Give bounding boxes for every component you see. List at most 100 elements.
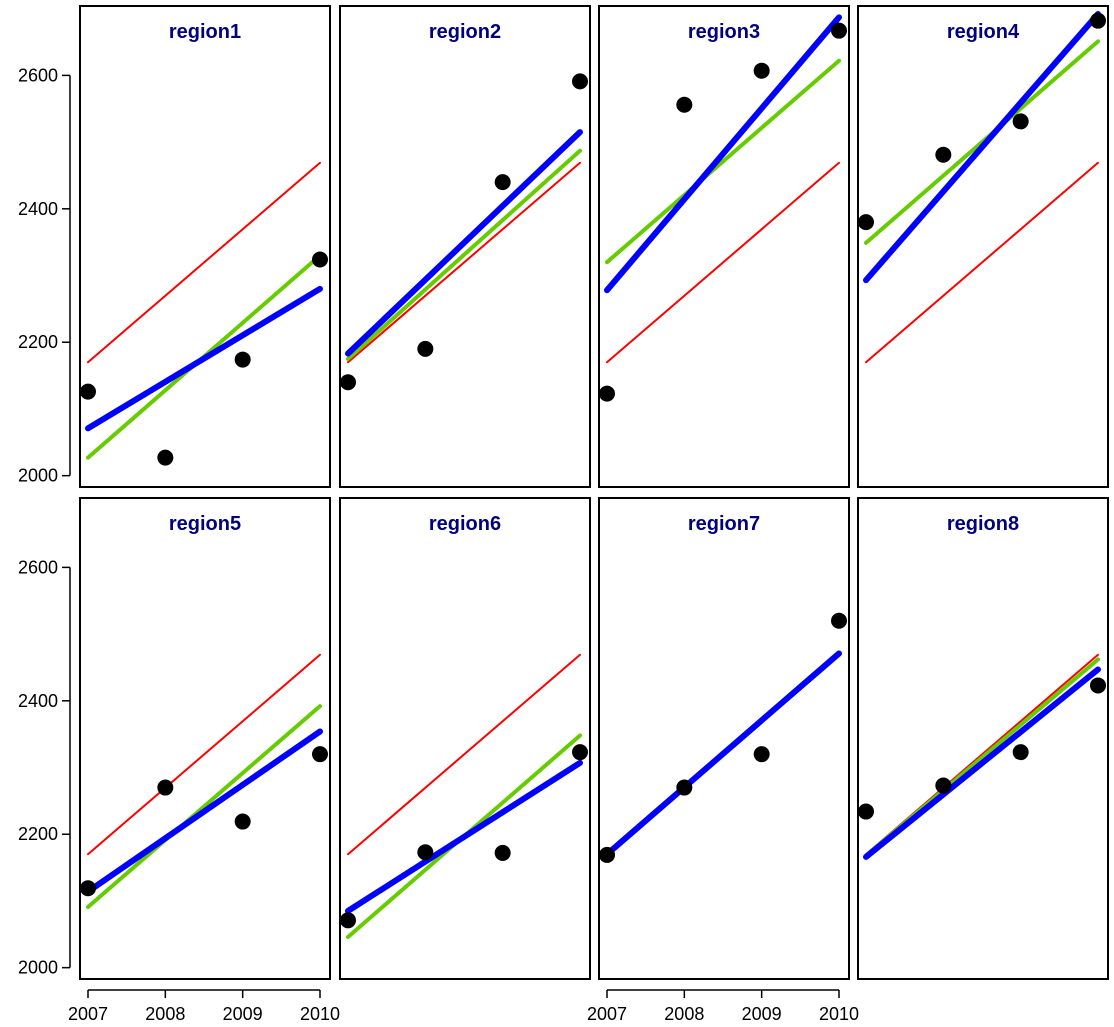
data-point [1012, 113, 1029, 130]
panel-frame [598, 497, 850, 980]
x-tick-label: 2007 [587, 1004, 627, 1024]
green-trend-line [346, 148, 582, 361]
data-point [859, 803, 874, 820]
chart-panels: region1 region2 region3 region4 region5 regio… [79, 5, 1109, 980]
panel-frame [598, 5, 850, 488]
blue-trend-line [863, 666, 1101, 860]
panel-frame [857, 497, 1109, 980]
x-tick-label: 2009 [742, 1004, 782, 1024]
y-tick-label: 2400 [18, 199, 58, 219]
x-tick-label: 2007 [68, 1004, 108, 1024]
data-point [1012, 744, 1029, 761]
panel-frame [857, 5, 1109, 488]
data-point [234, 351, 251, 368]
data-point [157, 779, 174, 796]
data-point [1090, 12, 1106, 29]
red-trend-line [606, 161, 840, 364]
green-trend-line [864, 39, 1100, 245]
data-point [312, 251, 328, 268]
data-point [753, 62, 770, 79]
panel-plot-area [81, 653, 328, 909]
panel-frame [79, 5, 331, 488]
y-tick-label: 2200 [18, 824, 58, 844]
data-point [831, 612, 847, 629]
panel-plot-area [600, 612, 847, 863]
data-point [935, 777, 952, 794]
panel-region8: region8 [857, 497, 1109, 980]
red-trend-line [87, 161, 321, 364]
x-tick-label: 2010 [300, 1004, 340, 1024]
x-tick-label: 2008 [145, 1004, 185, 1024]
panel-plot-area [859, 653, 1106, 860]
data-point [341, 912, 356, 929]
blue-trend-line [604, 650, 842, 858]
x-axes: 2007 2008 2009 2010 2007 2008 2009 2010 [68, 989, 859, 1024]
panel-region7: region7 [598, 497, 850, 980]
panel-frame [339, 5, 591, 488]
data-point [572, 744, 588, 761]
blue-trend-line [85, 285, 323, 432]
x-tick-label: 2009 [223, 1004, 263, 1024]
panel-region6: region6 [339, 497, 591, 980]
panel-region1: region1 [79, 5, 331, 488]
data-point [600, 846, 615, 863]
y-tick-label: 2000 [18, 958, 58, 978]
data-point [859, 214, 874, 231]
y-tick-label: 2400 [18, 691, 58, 711]
green-trend-line [605, 58, 841, 265]
y-tick-label: 2200 [18, 332, 58, 352]
panel-title: region8 [947, 513, 1019, 535]
data-point [831, 22, 847, 39]
data-point [494, 844, 511, 861]
panel-title: region4 [947, 21, 1020, 43]
data-point [312, 746, 328, 763]
data-point [417, 844, 434, 861]
data-point [572, 73, 588, 90]
panel-region5: region5 [79, 497, 331, 980]
panel-plot-area [600, 14, 847, 402]
red-trend-line [87, 653, 321, 856]
blue-trend-line [604, 14, 842, 294]
data-point [157, 449, 174, 466]
y-axes: 2000 2200 2400 2600 2000 2200 2400 2600 [18, 65, 71, 978]
data-point [1090, 677, 1106, 694]
data-point [234, 813, 251, 830]
green-trend-line [86, 704, 322, 909]
data-point [600, 385, 615, 402]
data-point [81, 383, 96, 400]
x-axis-col-3: 2007 2008 2009 2010 [587, 989, 859, 1024]
data-point [676, 779, 693, 796]
panel-plot-area [81, 161, 328, 466]
y-axis-row-1: 2000 2200 2400 2600 [18, 65, 71, 486]
panel-frame [339, 497, 591, 980]
panel-region4: region4 [857, 5, 1109, 488]
panel-title: region7 [688, 513, 760, 535]
panel-title: region3 [688, 21, 760, 43]
panel-title: region6 [429, 513, 501, 535]
panel-title: region1 [169, 21, 241, 43]
red-trend-line [347, 653, 581, 856]
panel-region2: region2 [339, 5, 591, 488]
y-axis-row-2: 2000 2200 2400 2600 [18, 557, 71, 978]
x-axis-col-1: 2007 2008 2009 2010 [68, 989, 340, 1024]
panel-plot-area [341, 73, 588, 391]
red-trend-line [865, 161, 1099, 364]
data-point [417, 340, 434, 357]
data-point [676, 96, 693, 113]
blue-trend-line [345, 759, 583, 914]
panel-title: region5 [169, 513, 241, 535]
panel-plot-area [859, 11, 1106, 364]
panel-title: region2 [429, 21, 501, 43]
x-tick-label: 2010 [819, 1004, 859, 1024]
blue-trend-line [345, 129, 583, 357]
panel-plot-area [341, 653, 588, 939]
panel-frame [79, 497, 331, 980]
red-trend-line [347, 161, 581, 364]
data-point [753, 746, 770, 763]
blue-trend-line [85, 728, 323, 895]
data-point [935, 146, 952, 163]
blue-trend-line [863, 11, 1101, 284]
y-tick-label: 2000 [18, 466, 58, 486]
panel-region3: region3 [598, 5, 850, 488]
